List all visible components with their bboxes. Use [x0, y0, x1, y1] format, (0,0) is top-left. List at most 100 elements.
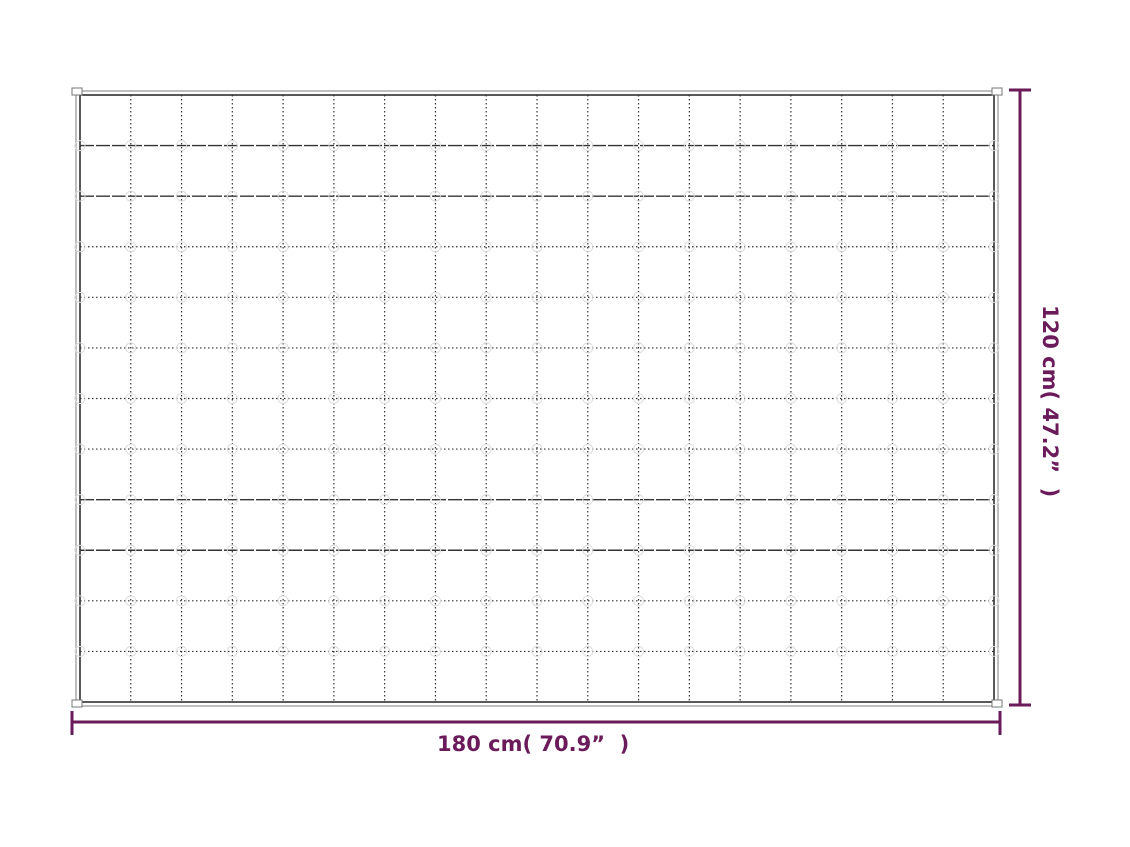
stitch-knot — [176, 140, 188, 152]
stitch-knot — [886, 291, 898, 303]
stitch-knot — [886, 645, 898, 657]
stitch-knot — [74, 494, 86, 506]
stitch-knot — [886, 443, 898, 455]
stitch-knot — [683, 443, 695, 455]
width-dimension-label: 180 cm( 70.9” ) — [437, 732, 630, 756]
stitch-knot — [988, 241, 1000, 253]
stitch-knot — [176, 342, 188, 354]
stitch-knot — [683, 645, 695, 657]
stitch-knot — [480, 140, 492, 152]
stitch-knot — [176, 595, 188, 607]
stitch-knot — [734, 443, 746, 455]
stitch-knot — [836, 190, 848, 202]
stitch-knot — [379, 595, 391, 607]
stitch-knot — [988, 190, 1000, 202]
stitch-knot — [277, 241, 289, 253]
stitch-knot — [226, 595, 238, 607]
stitch-knot — [886, 544, 898, 556]
stitch-knot — [74, 645, 86, 657]
stitch-knot — [988, 544, 1000, 556]
stitch-knot — [480, 544, 492, 556]
stitch-knot — [836, 443, 848, 455]
stitch-knot — [74, 443, 86, 455]
stitch-knot — [429, 140, 441, 152]
stitch-knot — [683, 342, 695, 354]
stitch-knot — [429, 241, 441, 253]
stitch-knot — [734, 140, 746, 152]
stitch-knot — [176, 494, 188, 506]
stitch-knot — [531, 342, 543, 354]
stitch-knot — [734, 393, 746, 404]
stitch-knot — [683, 140, 695, 152]
stitch-knot — [785, 291, 797, 303]
stitch-knot — [582, 595, 594, 607]
stitch-knot — [633, 645, 645, 657]
stitch-knot — [633, 544, 645, 556]
stitch-knot — [937, 291, 949, 303]
stitch-knot — [226, 645, 238, 657]
stitch-knot — [226, 291, 238, 303]
stitch-knot — [988, 342, 1000, 354]
stitch-knot — [582, 241, 594, 253]
stitch-knot — [836, 544, 848, 556]
stitch-knot — [734, 241, 746, 253]
stitch-knot — [785, 140, 797, 152]
stitch-knot — [531, 544, 543, 556]
height-dimension-label: 120 cm( 47.2” ) — [1038, 305, 1062, 498]
stitch-knot — [886, 342, 898, 354]
stitch-knot — [429, 291, 441, 303]
stitch-knot — [277, 645, 289, 657]
stitch-knot — [582, 140, 594, 152]
stitch-knot — [226, 544, 238, 556]
stitch-knot — [480, 645, 492, 657]
stitch-knot — [125, 342, 137, 354]
stitch-knot — [328, 544, 340, 556]
stitch-knot — [277, 393, 289, 404]
stitch-knot — [886, 393, 898, 404]
stitch-knot — [277, 595, 289, 607]
stitch-knot — [429, 190, 441, 202]
stitch-knot — [988, 393, 1000, 404]
stitch-knot — [683, 190, 695, 202]
stitch-knot — [785, 241, 797, 253]
stitch-knot — [74, 342, 86, 354]
stitch-knot — [226, 140, 238, 152]
stitch-knot — [328, 393, 340, 404]
stitch-knot — [226, 190, 238, 202]
stitch-knot — [988, 443, 1000, 455]
stitch-knot — [125, 443, 137, 455]
stitch-knot — [886, 190, 898, 202]
stitch-knot — [582, 291, 594, 303]
stitch-knot — [379, 342, 391, 354]
stitch-knot — [937, 190, 949, 202]
stitch-knot — [480, 393, 492, 404]
stitch-knot — [886, 140, 898, 152]
stitch-knot — [328, 443, 340, 455]
stitch-knot — [785, 443, 797, 455]
stitch-knot — [785, 342, 797, 354]
stitch-knot — [328, 342, 340, 354]
stitch-knot — [176, 645, 188, 657]
stitch-knot — [633, 291, 645, 303]
stitch-knot — [582, 645, 594, 657]
stitch-knot — [531, 140, 543, 152]
stitch-knot — [785, 645, 797, 657]
stitch-knot — [734, 645, 746, 657]
stitch-knot — [480, 494, 492, 506]
stitch-knot — [480, 241, 492, 253]
stitch-knot — [125, 140, 137, 152]
stitch-knot — [429, 595, 441, 607]
stitch-knot — [379, 393, 391, 404]
stitch-knot — [226, 494, 238, 506]
stitch-knot — [125, 241, 137, 253]
stitch-knot — [328, 595, 340, 607]
stitch-knot — [836, 140, 848, 152]
stitch-knot — [531, 241, 543, 253]
stitch-knot — [633, 342, 645, 354]
stitch-knot — [785, 190, 797, 202]
stitch-knot — [785, 544, 797, 556]
stitch-knot — [937, 342, 949, 354]
stitch-knot — [683, 241, 695, 253]
stitch-knot — [836, 595, 848, 607]
